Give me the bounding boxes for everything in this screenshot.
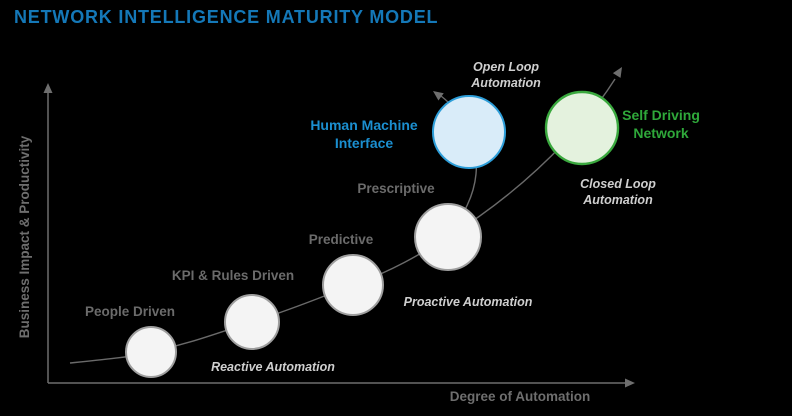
kpi-rules-driven-circle xyxy=(224,294,280,350)
predictive-circle xyxy=(322,254,384,316)
self-driving-network-circle xyxy=(544,90,620,166)
self-driving-network-label: Self Driving Network xyxy=(622,107,700,141)
x-axis-label: Degree of Automation xyxy=(449,389,591,404)
human-machine-interface-circle xyxy=(432,95,506,169)
kpi-rules-driven-label: KPI & Rules Driven xyxy=(171,268,295,283)
prescriptive-circle xyxy=(414,203,482,271)
proactive-automation-label: Proactive Automation xyxy=(403,295,533,309)
x-axis-arrowhead-icon xyxy=(625,378,635,388)
predictive-label: Predictive xyxy=(308,232,374,247)
human-machine-interface-label: Human Machine Interface xyxy=(310,117,418,151)
people-driven-circle xyxy=(125,326,177,378)
open-loop-automation-label: Open Loop Automation xyxy=(471,60,541,90)
people-driven-label: People Driven xyxy=(84,304,176,319)
prescriptive-label: Prescriptive xyxy=(357,181,435,196)
closed-loop-automation-label: Closed Loop Automation xyxy=(580,177,656,207)
open-loop-arrowhead-icon xyxy=(433,91,444,101)
reactive-automation-label: Reactive Automation xyxy=(211,360,335,374)
page-title: NETWORK INTELLIGENCE MATURITY MODEL xyxy=(14,7,439,27)
closed-loop-arrowhead-icon xyxy=(612,67,622,78)
y-axis-arrowhead-icon xyxy=(43,83,53,93)
y-axis-label: Business Impact & Productivity xyxy=(17,135,32,339)
